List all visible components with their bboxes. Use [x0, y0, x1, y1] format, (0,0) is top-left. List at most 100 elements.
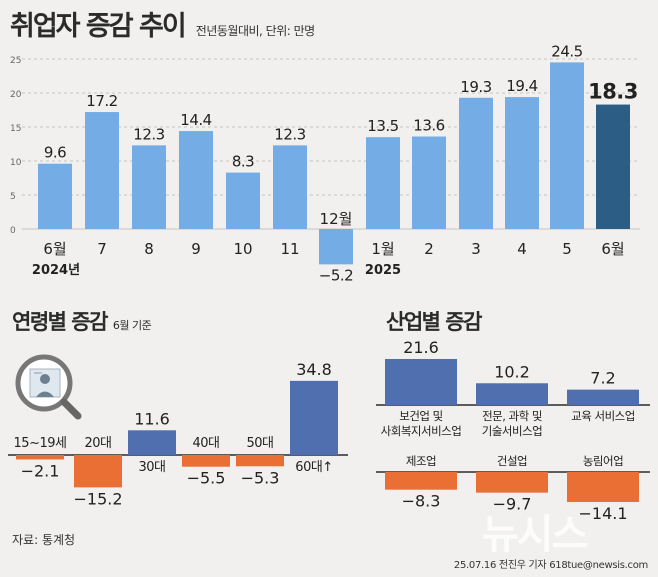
- industry-category-line: 전문, 과학 및: [482, 409, 542, 423]
- age-category-label-0: 15~19세: [14, 436, 67, 451]
- value-label-11: 24.5: [551, 42, 582, 60]
- category-label-12: 6월: [601, 240, 624, 258]
- industry-value-label-1: 10.2: [494, 362, 530, 381]
- y-tick-label: 10: [10, 158, 22, 168]
- age-value-label-2: 11.6: [134, 409, 170, 428]
- y-tick-label: 20: [10, 90, 22, 100]
- watermark-logo: 뉴시스: [482, 512, 588, 558]
- age-category-label-2: 30대: [138, 460, 165, 475]
- bar-10: [505, 97, 539, 229]
- age-value-label-1: −15.2: [73, 489, 122, 508]
- bar-7: [366, 137, 400, 229]
- year-label-2024: 2024년: [32, 263, 80, 278]
- industry-category-line: 사회복지서비스업: [381, 424, 462, 438]
- industry-category-line: 농림어업: [583, 454, 623, 468]
- bar-2: [132, 145, 166, 229]
- age-bar-2: [128, 430, 176, 455]
- industry-bar-5: [567, 472, 639, 503]
- age-category-label-4: 50대: [246, 436, 273, 451]
- industry-category-label-3: 제조업: [406, 454, 436, 468]
- bar-3: [179, 131, 213, 229]
- industry-value-label-0: 21.6: [403, 338, 439, 357]
- industry-value-label-2: 7.2: [590, 369, 615, 388]
- industry-bar-1: [476, 383, 548, 405]
- bar-6: [319, 229, 353, 265]
- value-label-2: 12.3: [133, 125, 164, 143]
- category-label-4: 10: [233, 240, 252, 258]
- value-label-1: 17.2: [86, 92, 117, 110]
- y-tick-label: 5: [10, 192, 16, 202]
- page-title: 취업자 증감 추이: [10, 11, 187, 42]
- industry-bar-3: [385, 472, 457, 490]
- value-label-6: −5.2: [319, 266, 353, 284]
- category-label-11: 5: [562, 240, 572, 258]
- source-note: 자료: 통계청: [12, 533, 76, 547]
- value-label-3: 14.4: [180, 111, 211, 129]
- age-category-label-5: 60대↑: [295, 460, 332, 475]
- age-bar-5: [290, 380, 338, 455]
- bar-12: [596, 104, 630, 229]
- credit-line: 25.07.16 전진우 기자 618tue@newsis.com: [453, 560, 648, 571]
- age-value-label-5: 34.8: [296, 360, 332, 379]
- bar-0: [38, 163, 72, 229]
- value-label-8: 13.6: [413, 117, 444, 135]
- category-label-9: 3: [471, 240, 481, 258]
- age-value-label-0: −2.1: [21, 461, 60, 480]
- age-section-subtitle: 6월 기준: [112, 319, 152, 332]
- industry-bar-4: [476, 472, 548, 493]
- bar-1: [85, 112, 119, 229]
- industry-category-label-0: 보건업 및 사회복지서비스업: [381, 409, 462, 438]
- age-bar-4: [236, 455, 284, 467]
- industry-value-label-5: −14.1: [578, 504, 627, 523]
- industry-category-line: 제조업: [406, 454, 436, 468]
- industry-bar-0: [385, 358, 457, 405]
- industry-section-title: 산업별 증감: [386, 310, 482, 334]
- age-chart-bars: −2.1 15~19세 −15.2 20대 11.6 30대 −5.5 40대 −5.3 50대 3…: [8, 360, 348, 508]
- category-label-5: 11: [280, 240, 299, 258]
- industry-value-label-3: −8.3: [402, 492, 441, 511]
- industry-value-label-4: −9.7: [493, 495, 532, 514]
- y-tick-label: 0: [10, 226, 16, 236]
- industry-category-label-1: 전문, 과학 및 기술서비스업: [482, 409, 542, 438]
- industry-category-line: 건설업: [497, 454, 527, 468]
- bar-8: [412, 136, 446, 229]
- industry-chart-bars: 21.6 보건업 및 사회복지서비스업 10.2 전문, 과학 및 기술서비스업 7.2 교육…: [376, 338, 650, 523]
- page-subtitle: 전년동월대비, 단위: 만명: [195, 24, 315, 38]
- category-label-10: 4: [517, 240, 527, 258]
- industry-bar-2: [567, 389, 639, 405]
- industry-category-label-5: 농림어업: [583, 454, 623, 468]
- value-label-0: 9.6: [44, 144, 66, 162]
- age-section-title: 연령별 증감 6월 기준: [12, 306, 152, 336]
- bar-9: [459, 97, 493, 229]
- value-label-7: 13.5: [367, 117, 398, 135]
- y-tick-label: 25: [10, 56, 21, 66]
- category-label-0: 6월: [43, 240, 66, 258]
- category-label-3: 9: [191, 240, 201, 258]
- age-bar-3: [182, 455, 230, 467]
- age-bar-1: [74, 455, 122, 488]
- value-label-9: 19.3: [460, 78, 491, 96]
- industry-category-line: 교육 서비스업: [571, 409, 635, 423]
- y-tick-label: 15: [10, 124, 21, 134]
- year-label-2025: 2025: [365, 263, 401, 278]
- value-label-5: 12.3: [274, 125, 305, 143]
- industry-category-label-4: 건설업: [497, 454, 527, 468]
- age-category-label-1: 20대: [84, 436, 111, 451]
- bar-5: [273, 145, 307, 229]
- value-label-4: 8.3: [232, 153, 254, 171]
- bar-11: [550, 62, 584, 230]
- value-label-12: 18.3: [588, 80, 638, 104]
- category-label-8: 2: [424, 240, 434, 258]
- value-label-10: 19.4: [506, 77, 537, 95]
- bar-4: [226, 172, 260, 229]
- age-category-label-3: 40대: [192, 436, 219, 451]
- category-label-1: 7: [97, 240, 107, 258]
- industry-category-line: 기술서비스업: [482, 424, 542, 438]
- age-value-label-3: −5.5: [187, 469, 226, 488]
- age-bar-0: [16, 455, 64, 460]
- main-chart-bars: 9.6 6월 17.2 7 12.3 8 14.4 9 8.3 10 12.3 11 −5.2 12월 13…: [32, 42, 638, 284]
- magnifier-profile-icon: [15, 354, 82, 420]
- category-label-6: 12월: [320, 210, 353, 228]
- age-value-label-4: −5.3: [241, 468, 280, 487]
